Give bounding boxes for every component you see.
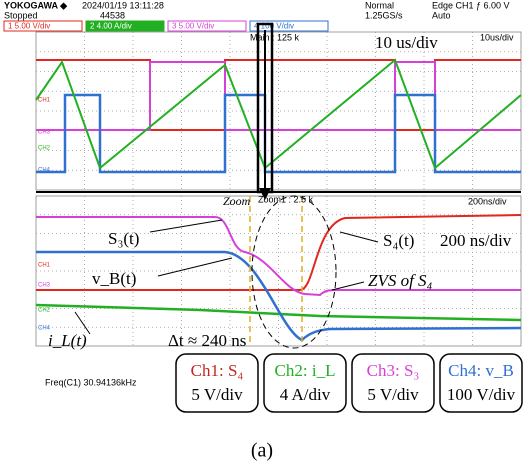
zoom-note: Zoom: [223, 194, 251, 208]
legend-scale: 4 A/div: [280, 385, 331, 404]
channel-label: 1 5.00 V/div: [8, 22, 50, 31]
upper-div: 10us/div: [480, 32, 514, 42]
channel-axis-label: CH4: [38, 168, 51, 174]
channel-axis-label: CH2: [38, 146, 51, 152]
legend-scale: 5 V/div: [367, 385, 419, 404]
channel-axis-label: CH1: [38, 263, 51, 269]
datetime: 2024/01/19 13:11:28: [82, 0, 164, 10]
main-label: Main : 125 k: [250, 32, 300, 42]
upper-note: 10 us/div: [375, 33, 438, 52]
legend-name: Ch2: i_L: [275, 361, 336, 380]
legend-name: Ch1: S₄: [191, 361, 244, 380]
freq: Freq(C1) 30.94136kHz: [45, 377, 137, 387]
rate: 1.25GS/s: [365, 10, 403, 20]
legend-scale: 100 V/div: [447, 385, 516, 404]
channel-axis-label: CH3: [38, 130, 51, 136]
channel-label: 2 4.00 A/div: [90, 22, 132, 31]
il-label: i_L(t): [48, 331, 87, 350]
lower-div: 200ns/div: [468, 196, 507, 206]
count: 44538: [100, 10, 125, 20]
vb-label: v_B(t): [92, 269, 136, 288]
legend-scale: 5 V/div: [191, 385, 243, 404]
channel-axis-label: CH2: [38, 308, 51, 314]
trigger: Edge CH1 ƒ 6.00 V: [432, 0, 510, 10]
s3-label: S₃(t): [108, 229, 139, 248]
channel-axis-label: CH3: [38, 283, 51, 289]
mode: Normal: [365, 0, 394, 10]
trigger-mode: Auto: [432, 10, 451, 20]
brand: YOKOGAWA ◆: [4, 0, 68, 10]
dt-label: Δt ≈ 240 ns: [168, 331, 246, 350]
zoom-label: Zoom1 : 2.5 k: [258, 194, 314, 204]
div-label: 200 ns/div: [440, 231, 512, 250]
legend-name: Ch4: v_B: [448, 361, 514, 380]
caption: (a): [251, 440, 273, 462]
status: Stopped: [4, 10, 38, 20]
zvs-label: ZVS of S₄: [368, 271, 433, 290]
scope-bg: [0, 0, 525, 355]
s4-label: S₄(t): [383, 231, 414, 250]
channel-label: 3 5.00 V/div: [172, 22, 214, 31]
channel-axis-label: CH1: [38, 98, 51, 104]
legend-name: Ch3: S₃: [367, 361, 420, 380]
scope-figure: YOKOGAWA ◆ 2024/01/19 13:11:28 Stopped 4…: [0, 0, 525, 468]
